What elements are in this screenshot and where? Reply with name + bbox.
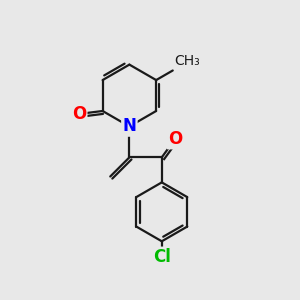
Text: Cl: Cl — [153, 248, 171, 266]
Text: N: N — [122, 117, 136, 135]
Text: O: O — [168, 130, 182, 148]
Text: CH₃: CH₃ — [174, 54, 200, 68]
Text: O: O — [72, 105, 86, 123]
